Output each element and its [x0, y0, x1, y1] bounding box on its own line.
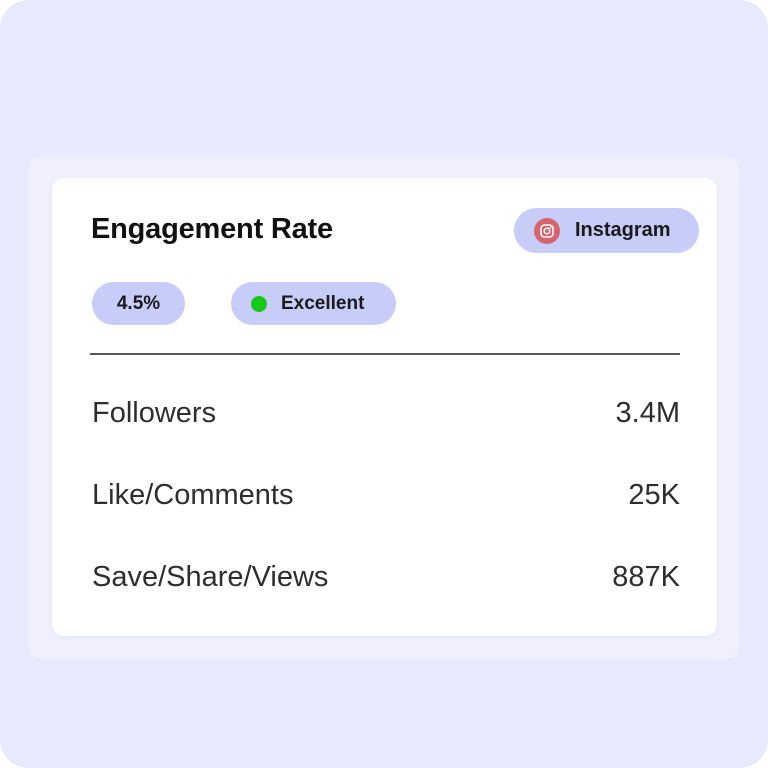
metric-row-save-share-views: Save/Share/Views 887K — [92, 557, 680, 597]
status-dot-icon — [251, 295, 267, 312]
engagement-rate-badge: 4.5% — [92, 282, 185, 325]
metric-label: Save/Share/Views — [92, 560, 329, 593]
metric-value: 887K — [612, 560, 680, 593]
platform-chip[interactable]: Instagram — [514, 208, 699, 253]
card-title: Engagement Rate — [91, 213, 333, 245]
engagement-card: Engagement Rate Instagram 4.5% Excellent… — [52, 178, 717, 636]
metric-label: Like/Comments — [92, 478, 294, 511]
status-label: Excellent — [281, 292, 365, 314]
metric-row-followers: Followers 3.4M — [92, 393, 680, 433]
metric-value: 25K — [628, 478, 680, 511]
divider — [90, 353, 680, 355]
platform-label: Instagram — [575, 219, 671, 241]
instagram-icon — [534, 217, 560, 244]
metric-label: Followers — [92, 396, 217, 429]
metric-row-like-comments: Like/Comments 25K — [92, 475, 680, 515]
metric-value: 3.4M — [615, 396, 680, 429]
status-badge: Excellent — [231, 282, 396, 325]
